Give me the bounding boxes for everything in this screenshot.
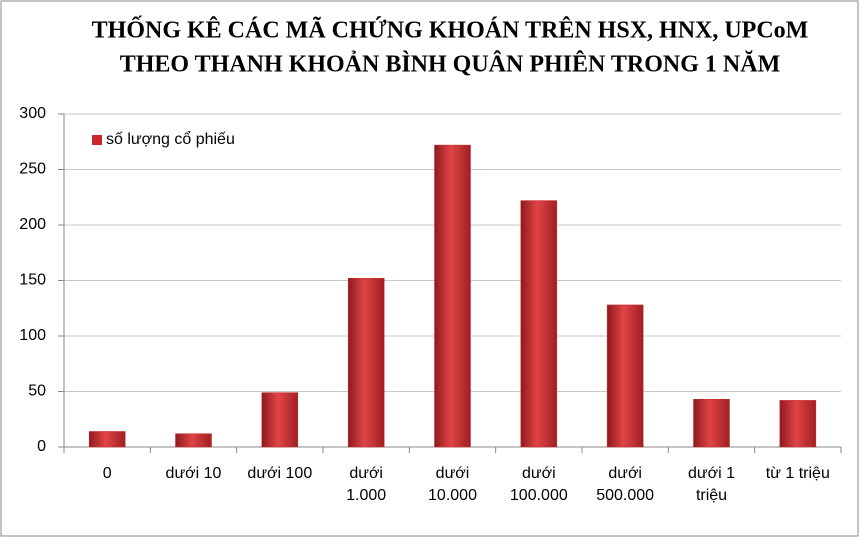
y-tick-label: 200 <box>19 216 46 233</box>
chart-title: THEO THANH KHOẢN BÌNH QUÂN PHIÊN TRONG 1… <box>120 51 781 78</box>
y-tick-label: 50 <box>28 383 46 400</box>
y-tick-label: 150 <box>19 272 46 289</box>
x-tick-label: 0 <box>102 465 112 482</box>
legend-label: số lượng cổ phiếu <box>106 130 235 148</box>
y-tick-label: 300 <box>19 105 46 122</box>
bar <box>175 433 212 448</box>
bar <box>347 278 385 448</box>
bar <box>261 392 299 448</box>
x-tick-label: dưới 100.000 <box>509 465 568 504</box>
chart-title: THỐNG KÊ CÁC MÃ CHỨNG KHOÁN TRÊN HSX, HN… <box>92 17 809 44</box>
x-tick-label: dưới 100 <box>247 465 313 482</box>
x-tick-label: dưới 1.000 <box>346 465 387 504</box>
bar <box>693 399 730 448</box>
bar <box>779 400 817 448</box>
legend-swatch <box>92 135 102 145</box>
bar <box>606 304 644 448</box>
x-tick-label: từ 1 triệu <box>765 465 830 482</box>
x-tick-label: dưới 1 triệu <box>688 465 735 504</box>
bar <box>88 431 126 448</box>
y-tick-label: 0 <box>37 438 46 455</box>
y-tick-label: 250 <box>19 161 46 178</box>
x-tick-label: dưới 500.000 <box>596 465 655 504</box>
x-tick-label: dưới 10.000 <box>428 465 477 504</box>
y-tick-label: 100 <box>19 327 46 344</box>
bar <box>434 144 471 448</box>
x-tick-label: dưới 10 <box>165 465 222 482</box>
bar <box>520 200 558 448</box>
